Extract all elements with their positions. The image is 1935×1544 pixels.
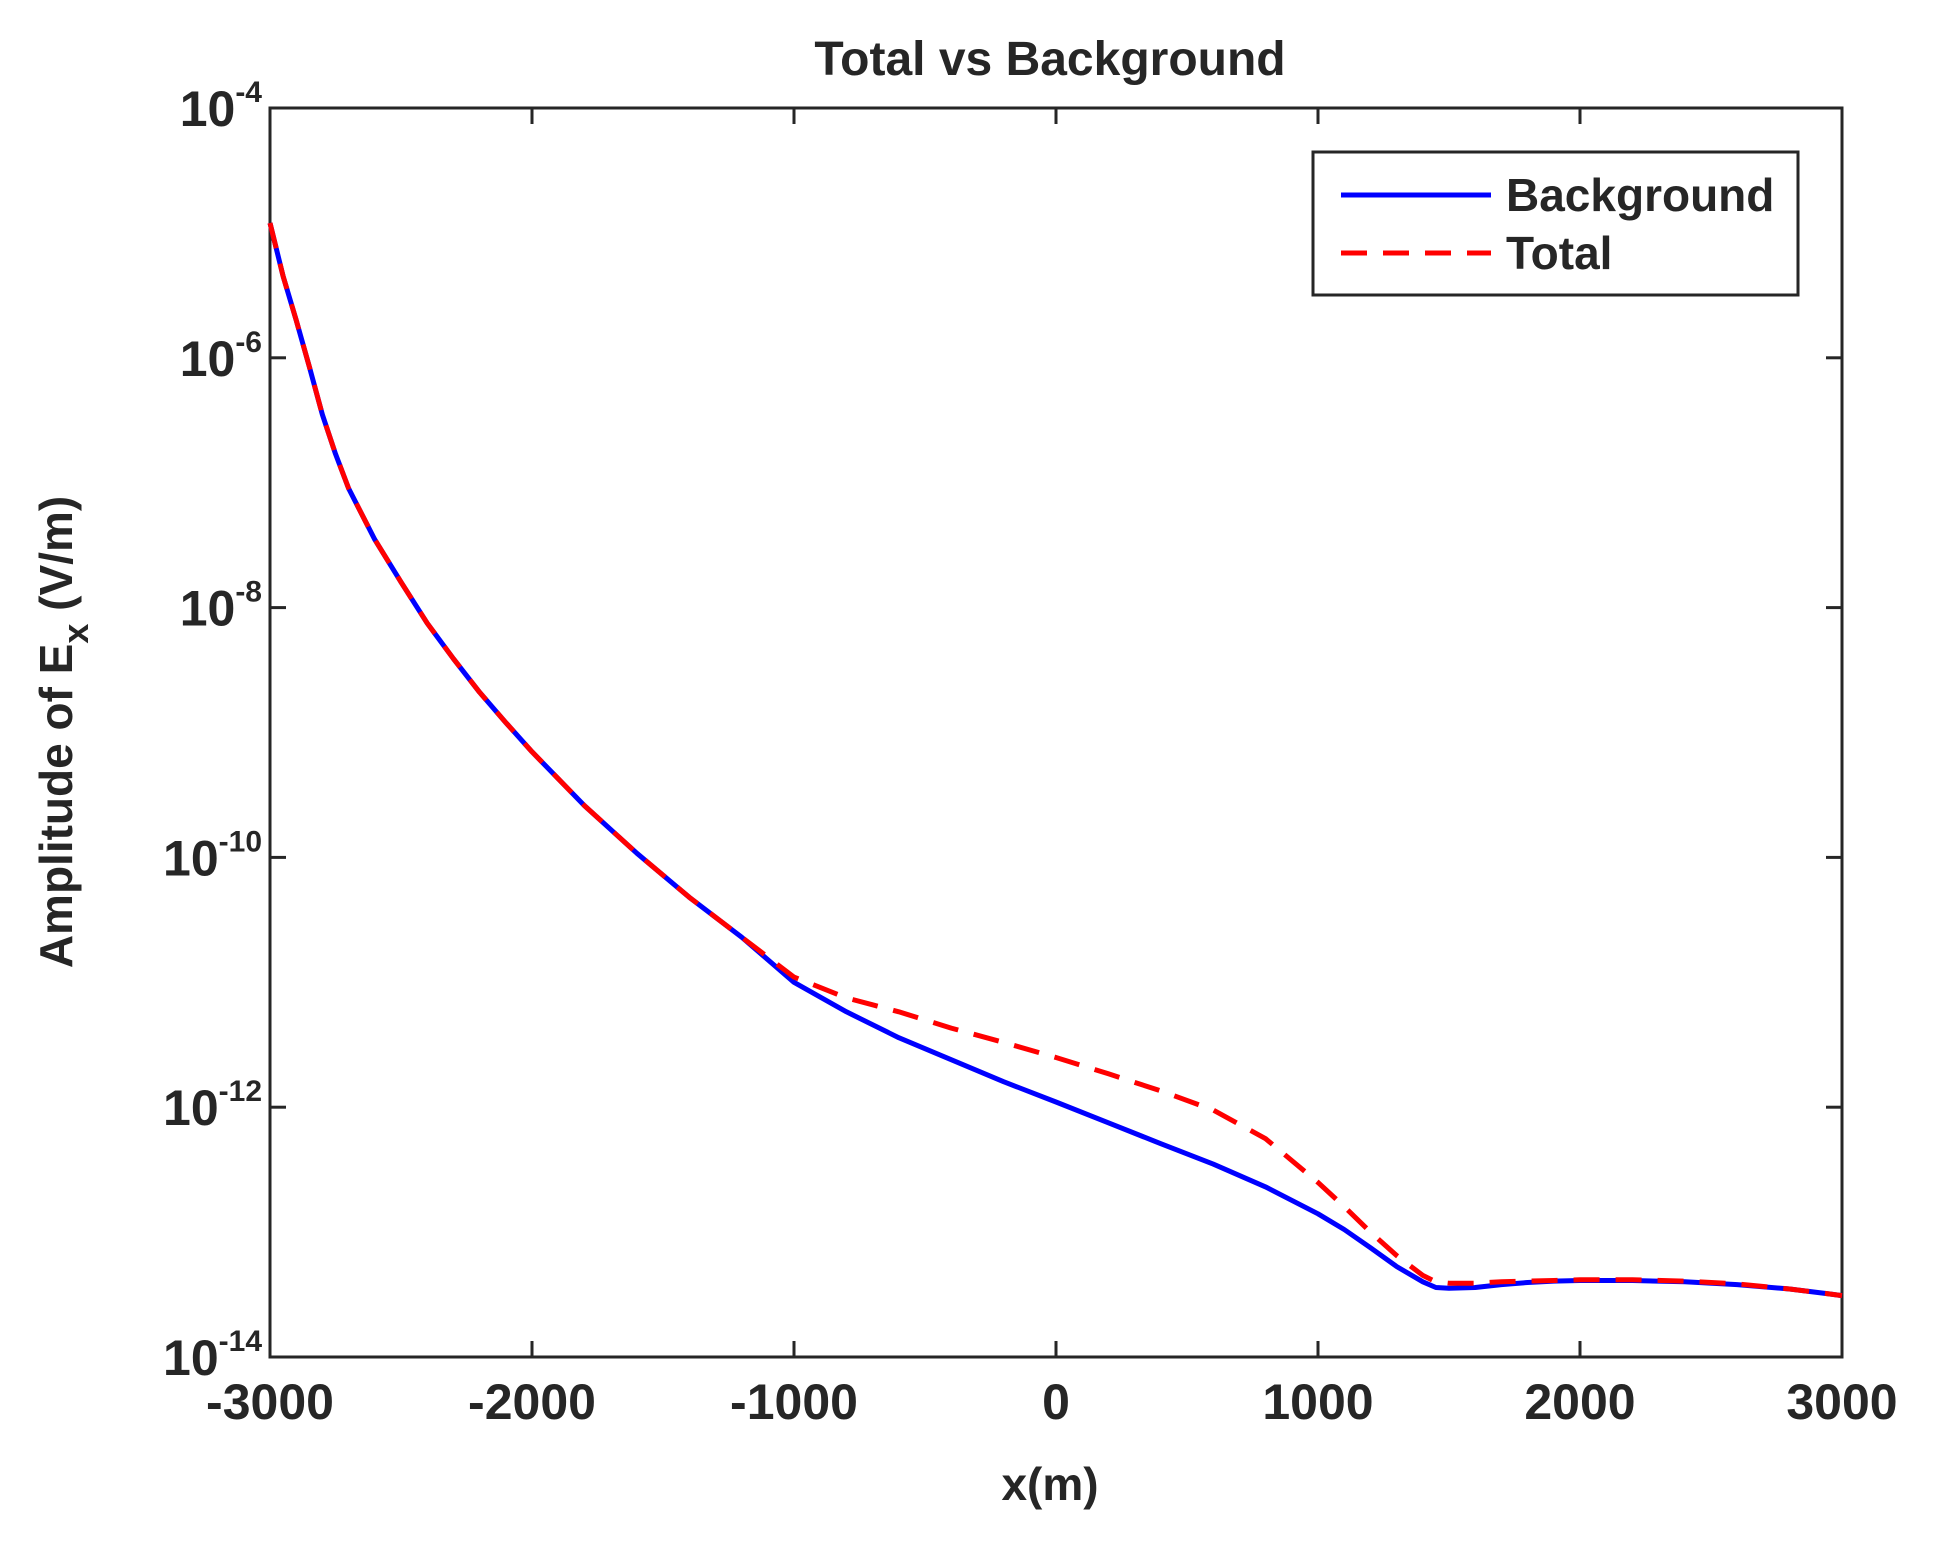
y-axis-title-prefix: Amplitude of E: [30, 644, 82, 969]
y-tick-label: 10-14: [163, 1325, 262, 1386]
x-tick-label: 1000: [1262, 1374, 1373, 1430]
y-tick-label: 10-12: [163, 1075, 262, 1136]
series-line-total: [267, 222, 1843, 1299]
tick-group: -3000 -2000 -1000 0 1000 2000 3000 10-4 10-6 10-8…: [163, 76, 1898, 1430]
y-tick-label: 10-4: [180, 76, 263, 137]
series-group: [267, 222, 1843, 1299]
x-tick-label: -3000: [206, 1374, 334, 1430]
plot-area: [268, 106, 1844, 1359]
legend-box: [1311, 150, 1800, 297]
y-tick-label: 10-8: [180, 576, 262, 637]
plot-frame: [268, 106, 1844, 1359]
legend-label-total: Total: [1506, 227, 1612, 279]
y-axis-title-subscript: x: [55, 624, 96, 644]
x-tick-label: -1000: [730, 1374, 858, 1430]
legend: Background Total: [1311, 150, 1800, 297]
x-tick-label: 3000: [1786, 1374, 1897, 1430]
legend-label-background: Background: [1506, 169, 1774, 221]
chart-title: Total vs Background: [814, 33, 1285, 86]
y-tick-label: 10-10: [163, 825, 262, 886]
x-tick-label: 0: [1042, 1374, 1070, 1430]
y-tick-label: 10-6: [180, 326, 262, 387]
svg-text:Amplitude of Ex (V/m): Amplitude of Ex (V/m): [30, 496, 96, 968]
x-tick-label: -2000: [468, 1374, 596, 1430]
x-tick-label: 2000: [1524, 1374, 1635, 1430]
y-axis-title: Amplitude of Ex (V/m): [30, 496, 96, 968]
x-axis-title: x(m): [1001, 1458, 1098, 1510]
y-axis-title-suffix: (V/m): [30, 496, 82, 624]
